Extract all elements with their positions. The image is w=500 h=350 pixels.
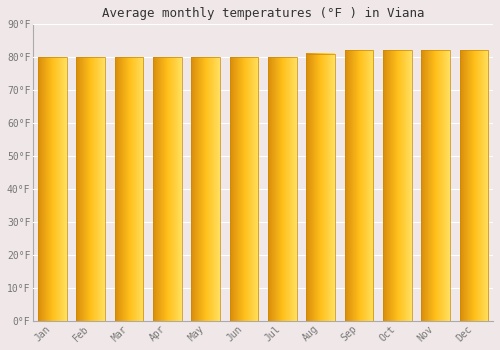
Bar — [153, 57, 182, 321]
Bar — [421, 50, 450, 321]
Bar — [230, 57, 258, 321]
Bar — [460, 50, 488, 321]
Bar — [383, 50, 412, 321]
Bar — [114, 57, 144, 321]
Bar — [268, 57, 296, 321]
Bar — [306, 54, 335, 321]
Bar — [344, 50, 374, 321]
Bar — [76, 57, 105, 321]
Bar — [192, 57, 220, 321]
Bar — [38, 57, 67, 321]
Title: Average monthly temperatures (°F ) in Viana: Average monthly temperatures (°F ) in Vi… — [102, 7, 424, 20]
